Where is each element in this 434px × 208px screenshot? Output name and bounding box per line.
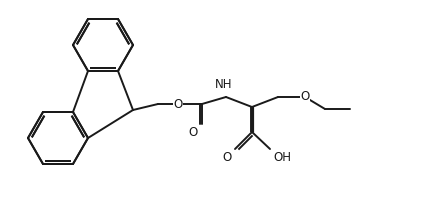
- Text: O: O: [300, 90, 309, 104]
- Text: O: O: [189, 126, 198, 139]
- Text: OH: OH: [273, 151, 291, 164]
- Text: O: O: [223, 151, 232, 164]
- Text: O: O: [173, 98, 183, 110]
- Text: NH: NH: [215, 78, 233, 91]
